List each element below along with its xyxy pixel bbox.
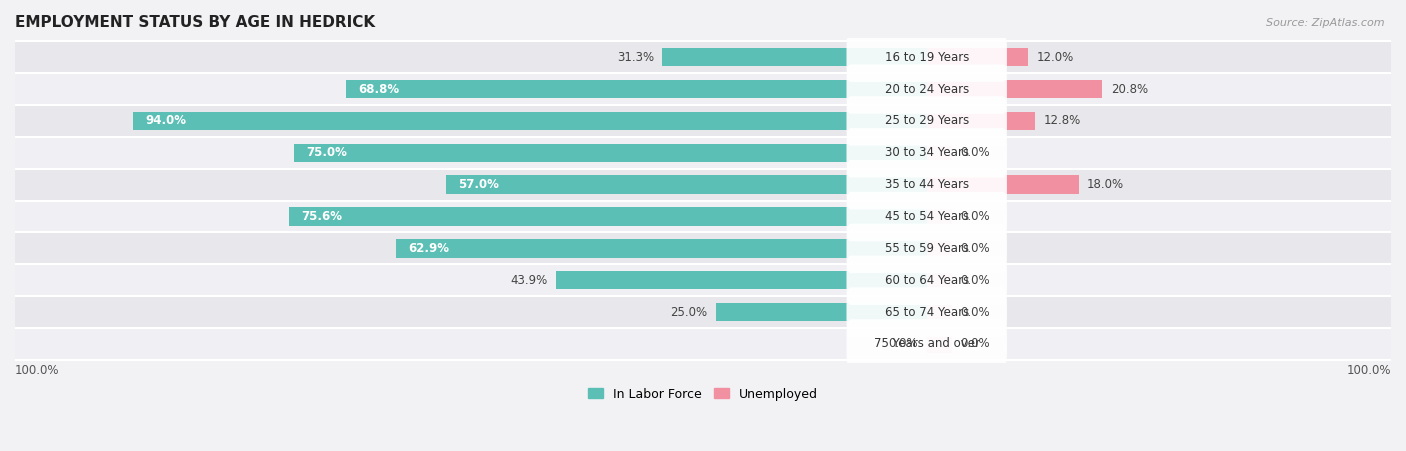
- Text: 12.8%: 12.8%: [1043, 115, 1080, 128]
- Bar: [927, 239, 952, 258]
- Bar: [294, 143, 927, 162]
- FancyBboxPatch shape: [846, 256, 1007, 305]
- Bar: [15, 169, 1391, 201]
- Text: 12.0%: 12.0%: [1036, 51, 1074, 64]
- Bar: [662, 48, 927, 66]
- Text: 65 to 74 Years: 65 to 74 Years: [884, 306, 969, 318]
- Bar: [927, 271, 952, 290]
- Bar: [927, 175, 1078, 194]
- Text: 75 Years and over: 75 Years and over: [873, 337, 980, 350]
- Text: 75.6%: 75.6%: [301, 210, 342, 223]
- FancyBboxPatch shape: [846, 192, 1007, 241]
- Bar: [927, 112, 1035, 130]
- Bar: [15, 73, 1391, 105]
- FancyBboxPatch shape: [846, 64, 1007, 114]
- Text: 0.0%: 0.0%: [960, 242, 990, 255]
- Text: 0.0%: 0.0%: [960, 337, 990, 350]
- Text: 43.9%: 43.9%: [510, 274, 548, 287]
- Text: 68.8%: 68.8%: [359, 83, 399, 96]
- Bar: [15, 296, 1391, 328]
- Bar: [927, 303, 952, 322]
- Text: 20 to 24 Years: 20 to 24 Years: [884, 83, 969, 96]
- Text: 18.0%: 18.0%: [1087, 178, 1125, 191]
- Text: 0.0%: 0.0%: [960, 274, 990, 287]
- Text: 30 to 34 Years: 30 to 34 Years: [884, 146, 969, 159]
- Text: 100.0%: 100.0%: [15, 364, 59, 377]
- Bar: [927, 143, 952, 162]
- Text: 45 to 54 Years: 45 to 54 Years: [884, 210, 969, 223]
- Bar: [134, 112, 927, 130]
- Bar: [446, 175, 927, 194]
- Text: 0.0%: 0.0%: [960, 146, 990, 159]
- Bar: [927, 335, 952, 353]
- FancyBboxPatch shape: [846, 96, 1007, 146]
- Text: 0.0%: 0.0%: [960, 306, 990, 318]
- Text: 25 to 29 Years: 25 to 29 Years: [884, 115, 969, 128]
- Bar: [15, 41, 1391, 73]
- Text: 57.0%: 57.0%: [458, 178, 499, 191]
- Bar: [288, 207, 927, 226]
- FancyBboxPatch shape: [846, 319, 1007, 368]
- Text: 31.3%: 31.3%: [617, 51, 654, 64]
- Text: 60 to 64 Years: 60 to 64 Years: [884, 274, 969, 287]
- Bar: [927, 80, 1102, 98]
- Bar: [15, 232, 1391, 264]
- Bar: [927, 207, 952, 226]
- Text: 16 to 19 Years: 16 to 19 Years: [884, 51, 969, 64]
- Text: 62.9%: 62.9%: [408, 242, 450, 255]
- FancyBboxPatch shape: [846, 224, 1007, 273]
- Text: 55 to 59 Years: 55 to 59 Years: [884, 242, 969, 255]
- FancyBboxPatch shape: [846, 128, 1007, 178]
- Text: 100.0%: 100.0%: [1347, 364, 1391, 377]
- Text: 0.0%: 0.0%: [889, 337, 918, 350]
- Bar: [15, 137, 1391, 169]
- Text: 20.8%: 20.8%: [1111, 83, 1147, 96]
- Bar: [15, 328, 1391, 360]
- Text: Source: ZipAtlas.com: Source: ZipAtlas.com: [1267, 18, 1385, 28]
- FancyBboxPatch shape: [846, 32, 1007, 82]
- Bar: [346, 80, 927, 98]
- Text: 35 to 44 Years: 35 to 44 Years: [884, 178, 969, 191]
- Bar: [557, 271, 927, 290]
- Bar: [15, 201, 1391, 232]
- Text: 75.0%: 75.0%: [307, 146, 347, 159]
- Bar: [395, 239, 927, 258]
- Text: 0.0%: 0.0%: [960, 210, 990, 223]
- FancyBboxPatch shape: [846, 160, 1007, 209]
- Text: EMPLOYMENT STATUS BY AGE IN HEDRICK: EMPLOYMENT STATUS BY AGE IN HEDRICK: [15, 15, 375, 30]
- Text: 94.0%: 94.0%: [146, 115, 187, 128]
- Bar: [716, 303, 927, 322]
- Text: 25.0%: 25.0%: [671, 306, 707, 318]
- Legend: In Labor Force, Unemployed: In Labor Force, Unemployed: [583, 382, 823, 405]
- Bar: [927, 48, 1028, 66]
- Bar: [15, 105, 1391, 137]
- Bar: [15, 264, 1391, 296]
- FancyBboxPatch shape: [846, 287, 1007, 337]
